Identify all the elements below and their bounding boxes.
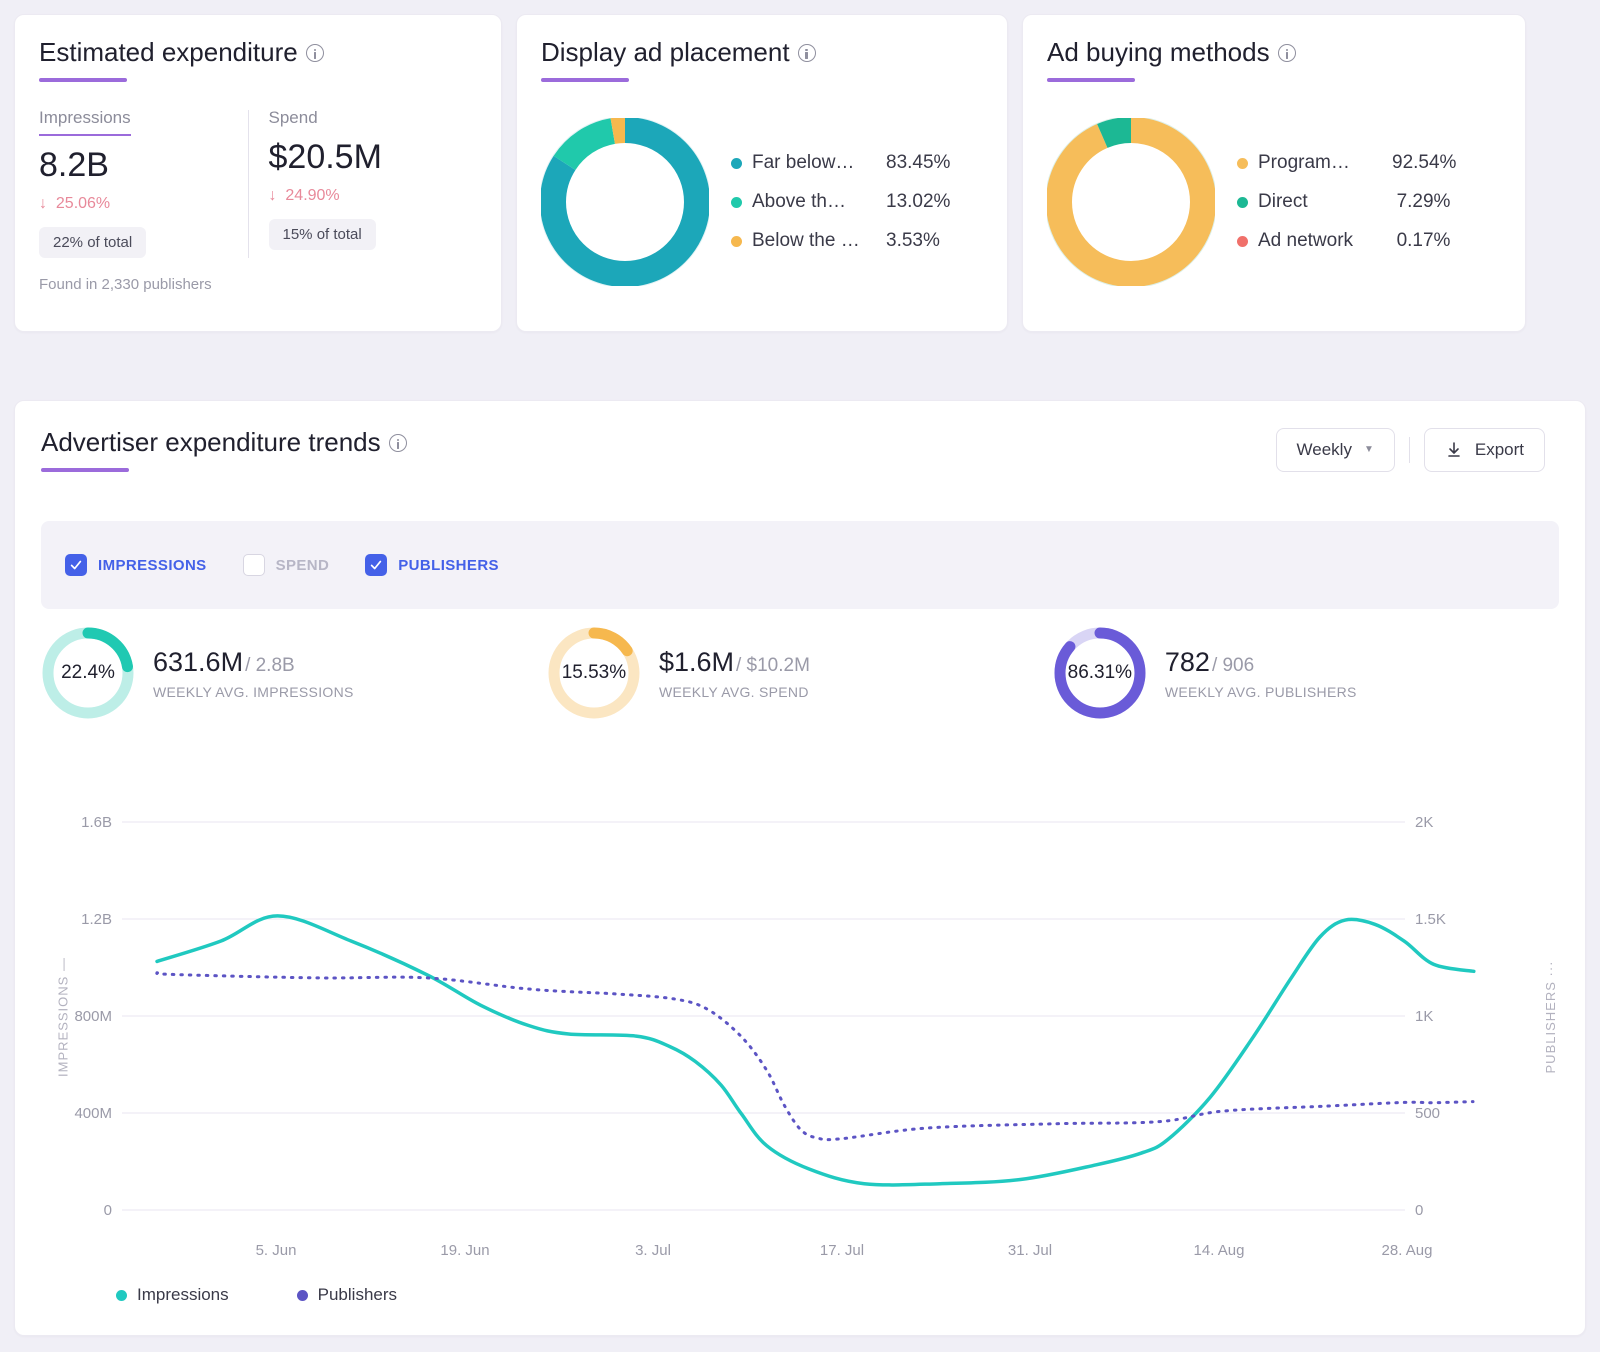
svg-text:0: 0 xyxy=(104,1202,112,1219)
svg-text:0: 0 xyxy=(1415,1202,1423,1219)
svg-text:1K: 1K xyxy=(1415,1008,1433,1025)
svg-text:500: 500 xyxy=(1415,1105,1440,1122)
svg-text:1.5K: 1.5K xyxy=(1415,911,1446,928)
svg-text:800M: 800M xyxy=(74,1008,112,1025)
svg-text:19. Jun: 19. Jun xyxy=(440,1242,489,1259)
svg-text:5. Jun: 5. Jun xyxy=(256,1242,297,1259)
svg-text:1.2B: 1.2B xyxy=(81,911,112,928)
svg-text:3. Jul: 3. Jul xyxy=(635,1242,671,1259)
svg-text:400M: 400M xyxy=(74,1105,112,1122)
svg-text:14. Aug: 14. Aug xyxy=(1194,1242,1245,1259)
svg-text:1.6B: 1.6B xyxy=(81,814,112,831)
svg-text:17. Jul: 17. Jul xyxy=(820,1242,864,1259)
svg-text:2K: 2K xyxy=(1415,814,1433,831)
svg-text:28. Aug: 28. Aug xyxy=(1382,1242,1433,1259)
svg-text:31. Jul: 31. Jul xyxy=(1008,1242,1052,1259)
